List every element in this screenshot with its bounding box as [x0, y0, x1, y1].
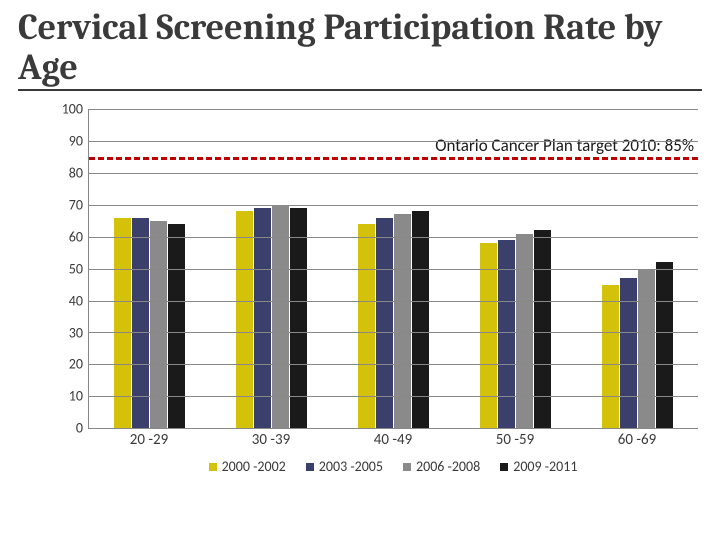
bar [168, 224, 185, 428]
bar [290, 208, 307, 428]
y-tick-label: 30 [55, 324, 83, 341]
y-tick-label: 70 [55, 196, 83, 213]
grid-line [89, 396, 698, 397]
bar [602, 285, 619, 429]
bar [480, 243, 497, 428]
bar [358, 224, 375, 428]
x-tick-label: 60 -69 [576, 431, 698, 449]
grid-line [89, 301, 698, 302]
legend-swatch [500, 463, 508, 471]
grid-line [89, 364, 698, 365]
y-tick-label: 50 [55, 260, 83, 277]
bar [254, 208, 271, 428]
legend-item: 2006 -2008 [403, 458, 480, 475]
y-tick-label: 20 [55, 356, 83, 373]
y-tick-label: 100 [55, 101, 83, 118]
y-tick-label: 10 [55, 388, 83, 405]
grid-line [89, 109, 698, 110]
page-title: Cervical Screening Participation Rate by… [18, 8, 702, 87]
x-tick-label: 40 -49 [332, 431, 454, 449]
bar [656, 262, 673, 428]
title-area: Cervical Screening Participation Rate by… [18, 8, 702, 91]
x-tick-label: 20 -29 [88, 431, 210, 449]
grid-line [89, 205, 698, 206]
y-tick-label: 80 [55, 165, 83, 182]
target-line [89, 157, 698, 160]
legend-label: 2006 -2008 [416, 458, 480, 475]
legend-label: 2000 -2002 [222, 458, 286, 475]
grid-line [89, 332, 698, 333]
legend-item: 2003 -2005 [306, 458, 383, 475]
legend-swatch [403, 463, 411, 471]
x-tick-label: 50 -59 [454, 431, 576, 449]
legend-label: 2003 -2005 [319, 458, 383, 475]
bar [272, 205, 289, 428]
y-tick-label: 0 [55, 420, 83, 437]
grid-line [89, 173, 698, 174]
legend-label: 2009 -2011 [513, 458, 577, 475]
y-tick-label: 90 [55, 133, 83, 150]
bar [516, 234, 533, 429]
legend-swatch [306, 463, 314, 471]
bar [534, 230, 551, 428]
plot-area: Ontario Cancer Plan target 2010: 85% 010… [88, 109, 698, 429]
legend-item: 2000 -2002 [209, 458, 286, 475]
target-label: Ontario Cancer Plan target 2010: 85% [435, 135, 694, 156]
x-tick-label: 30 -39 [210, 431, 332, 449]
grid-line [89, 237, 698, 238]
bar-chart: Ontario Cancer Plan target 2010: 85% 0 10… [58, 109, 698, 469]
legend: 2000 -2002 2003 -2005 2006 -2008 2009 -2011 [88, 458, 698, 475]
grid-line [89, 269, 698, 270]
legend-swatch [209, 463, 217, 471]
legend-item: 2009 -2011 [500, 458, 577, 475]
y-tick-label: 60 [55, 228, 83, 245]
bar [638, 269, 655, 429]
x-axis-labels: 20 -2930 -3940 -4950 -5960 -69 [88, 431, 698, 449]
grid-line [89, 141, 698, 142]
y-tick-label: 40 [55, 292, 83, 309]
